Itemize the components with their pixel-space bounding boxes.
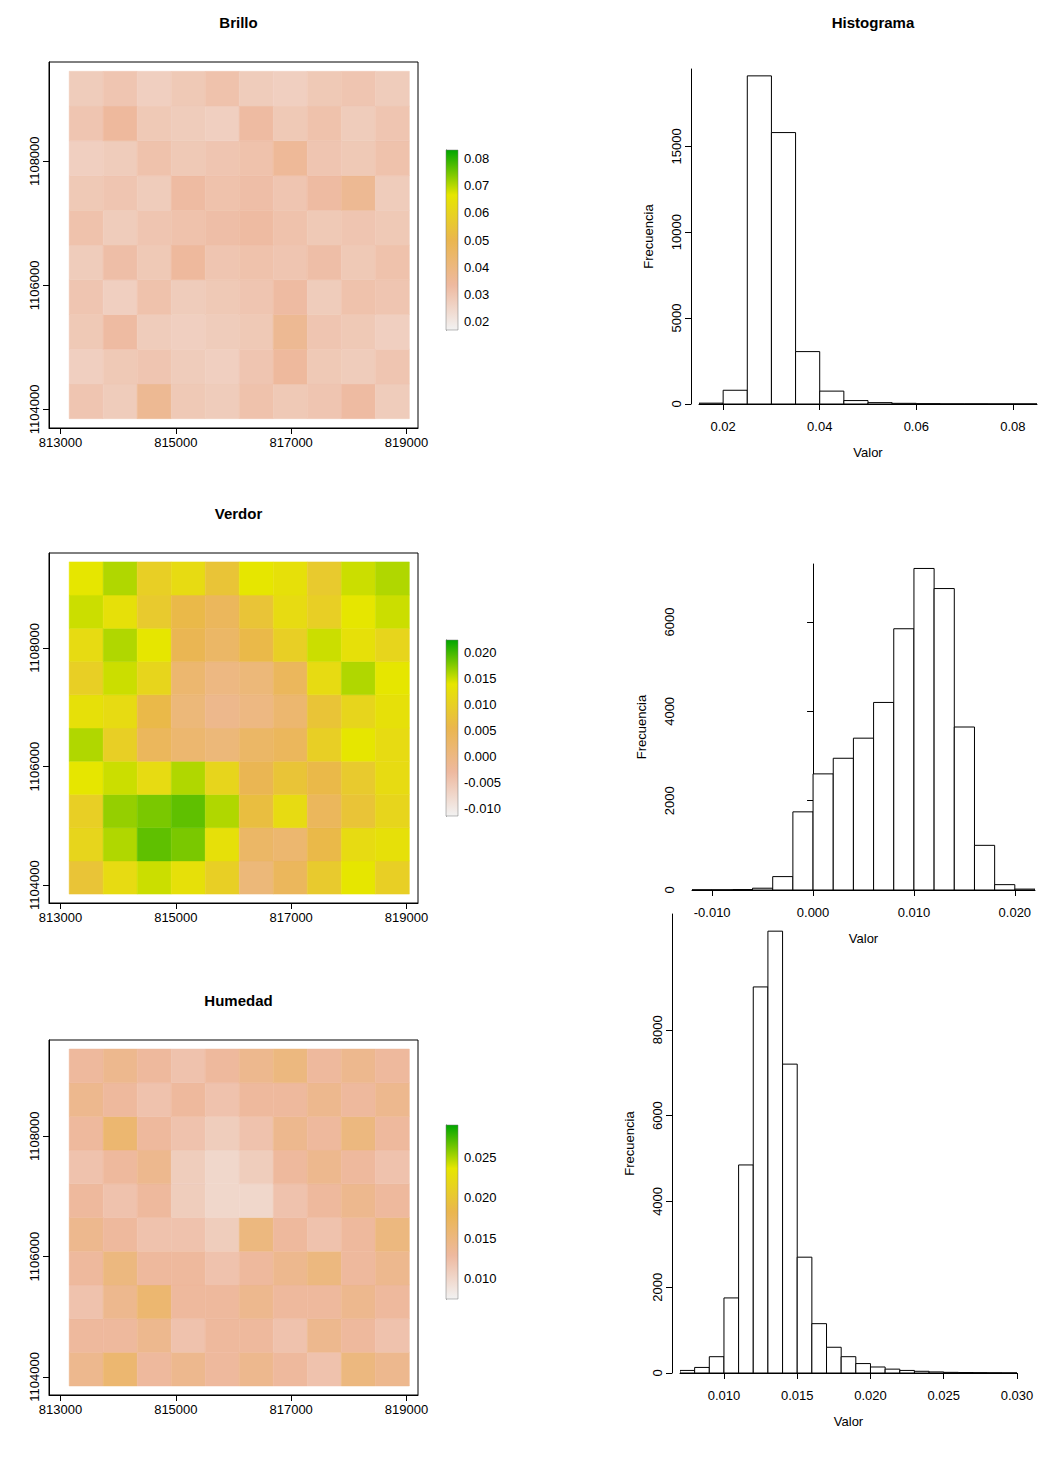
svg-text:0.06: 0.06 [904, 419, 929, 434]
svg-text:1108000: 1108000 [27, 623, 42, 673]
svg-text:10000: 10000 [669, 214, 684, 250]
svg-text:813000: 813000 [39, 910, 82, 925]
svg-text:0.020: 0.020 [999, 905, 1032, 920]
svg-text:-0.010: -0.010 [694, 905, 731, 920]
svg-text:0.010: 0.010 [708, 1388, 741, 1403]
svg-text:813000: 813000 [39, 435, 82, 450]
svg-text:-0.010: -0.010 [464, 801, 501, 816]
svg-text:819000: 819000 [385, 1402, 428, 1417]
svg-text:1104000: 1104000 [27, 1352, 42, 1402]
svg-text:5000: 5000 [669, 304, 684, 333]
svg-text:0.04: 0.04 [807, 419, 832, 434]
svg-text:0.015: 0.015 [464, 671, 497, 686]
svg-text:817000: 817000 [269, 910, 312, 925]
svg-text:0.010: 0.010 [898, 905, 931, 920]
svg-text:815000: 815000 [154, 435, 197, 450]
svg-text:0.000: 0.000 [464, 749, 497, 764]
svg-text:0.07: 0.07 [464, 178, 489, 193]
svg-text:819000: 819000 [385, 435, 428, 450]
svg-text:Valor: Valor [853, 445, 883, 460]
svg-text:1104000: 1104000 [27, 860, 42, 910]
svg-text:0.015: 0.015 [464, 1231, 497, 1246]
svg-text:0.015: 0.015 [781, 1388, 814, 1403]
svg-text:819000: 819000 [385, 910, 428, 925]
svg-text:8000: 8000 [650, 1015, 665, 1044]
svg-text:4000: 4000 [650, 1187, 665, 1216]
svg-text:0.04: 0.04 [464, 260, 489, 275]
svg-text:817000: 817000 [269, 1402, 312, 1417]
svg-text:0.06: 0.06 [464, 205, 489, 220]
svg-text:0.025: 0.025 [464, 1150, 497, 1165]
svg-text:0.02: 0.02 [464, 314, 489, 329]
svg-text:0.030: 0.030 [1001, 1388, 1034, 1403]
svg-text:0.010: 0.010 [464, 1271, 497, 1286]
svg-text:0.02: 0.02 [710, 419, 735, 434]
svg-text:0.020: 0.020 [464, 1190, 497, 1205]
svg-text:813000: 813000 [39, 1402, 82, 1417]
svg-text:0: 0 [669, 400, 684, 407]
svg-text:Frecuencia: Frecuencia [641, 204, 656, 269]
svg-text:6000: 6000 [650, 1101, 665, 1130]
svg-text:0.000: 0.000 [797, 905, 830, 920]
svg-text:815000: 815000 [154, 910, 197, 925]
svg-text:1106000: 1106000 [27, 260, 42, 310]
svg-text:Histograma: Histograma [832, 14, 915, 31]
svg-text:6000: 6000 [662, 608, 677, 637]
svg-text:1106000: 1106000 [27, 1232, 42, 1282]
svg-text:Valor: Valor [849, 931, 879, 946]
svg-text:815000: 815000 [154, 1402, 197, 1417]
svg-text:Frecuencia: Frecuencia [622, 1111, 637, 1176]
svg-text:2000: 2000 [650, 1273, 665, 1302]
svg-text:0.020: 0.020 [854, 1388, 887, 1403]
svg-text:Verdor: Verdor [215, 505, 263, 522]
svg-text:4000: 4000 [662, 697, 677, 726]
svg-text:0: 0 [650, 1369, 665, 1376]
svg-text:0.020: 0.020 [464, 645, 497, 660]
svg-text:2000: 2000 [662, 786, 677, 815]
svg-text:0: 0 [662, 886, 677, 893]
svg-text:Brillo: Brillo [219, 14, 257, 31]
svg-text:1108000: 1108000 [27, 136, 42, 186]
svg-text:Humedad: Humedad [204, 992, 272, 1009]
svg-text:0.03: 0.03 [464, 287, 489, 302]
svg-text:1104000: 1104000 [27, 385, 42, 435]
svg-text:1108000: 1108000 [27, 1111, 42, 1161]
svg-text:817000: 817000 [269, 435, 312, 450]
svg-text:0.08: 0.08 [464, 151, 489, 166]
svg-text:-0.005: -0.005 [464, 775, 501, 790]
svg-text:1106000: 1106000 [27, 742, 42, 792]
svg-text:0.05: 0.05 [464, 233, 489, 248]
svg-text:15000: 15000 [669, 128, 684, 164]
svg-text:0.025: 0.025 [927, 1388, 960, 1403]
svg-text:Frecuencia: Frecuencia [634, 694, 649, 759]
svg-text:0.005: 0.005 [464, 723, 497, 738]
svg-text:0.08: 0.08 [1000, 419, 1025, 434]
svg-text:Valor: Valor [834, 1414, 864, 1429]
svg-text:0.010: 0.010 [464, 697, 497, 712]
